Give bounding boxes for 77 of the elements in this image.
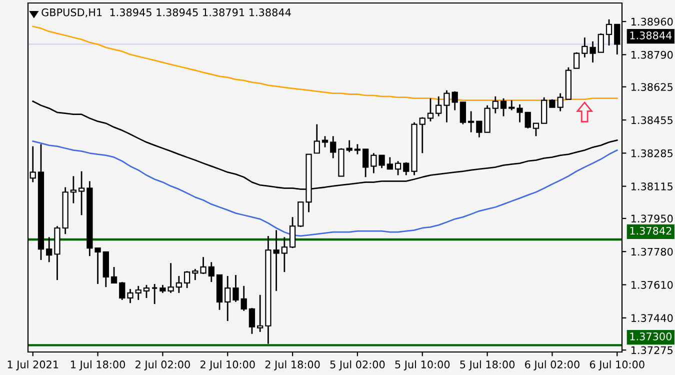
chart-title: GBPUSD,H1 1.38945 1.38945 1.38791 1.38844 <box>42 8 291 18</box>
x-tick-label: 1 Jul 18:00 <box>71 360 126 370</box>
y-tick-label: 1.37610 <box>631 280 673 289</box>
candlestick <box>516 104 523 124</box>
candlestick <box>524 112 531 130</box>
candlestick <box>362 148 369 178</box>
candlestick <box>419 116 426 154</box>
candlestick <box>289 216 296 249</box>
ref-line-label: 1.37842 <box>630 226 672 235</box>
candlestick <box>330 135 336 159</box>
candlestick <box>314 124 320 154</box>
candlestick <box>557 92 564 112</box>
y-tick-label: 1.38960 <box>631 18 673 26</box>
candlestick <box>298 201 304 228</box>
candlestick <box>573 52 580 70</box>
candlestick <box>606 18 612 46</box>
candlestick <box>452 90 458 111</box>
candlestick <box>403 162 410 176</box>
ref-line-label: 1.37300 <box>630 332 672 340</box>
candlestick <box>127 288 134 304</box>
candlestick <box>151 283 158 305</box>
y-tick-label: 1.37275 <box>631 346 672 354</box>
x-tick-label: 2 Jul 18:00 <box>265 360 320 370</box>
x-tick-label: 5 Jul 18:00 <box>460 360 515 370</box>
x-tick-label: 1 Jul 2021 <box>8 360 58 370</box>
candlestick <box>582 36 588 58</box>
x-tick-label: 5 Jul 02:00 <box>330 360 385 370</box>
candlestick <box>143 284 150 299</box>
candlestick <box>224 275 231 322</box>
candlestick <box>135 285 142 301</box>
x-tick-label: 2 Jul 02:00 <box>136 360 190 370</box>
y-tick-label: 1.38455 <box>631 116 672 124</box>
candlestick <box>460 102 466 125</box>
candlestick <box>598 32 604 54</box>
y-tick-label: 1.38115 <box>631 182 672 190</box>
x-tick-label: 2 Jul 10:00 <box>200 360 255 370</box>
candlestick <box>508 100 515 111</box>
candlestick <box>500 98 507 117</box>
candlestick <box>492 96 498 114</box>
candlestick <box>444 90 450 124</box>
y-tick-label: 1.38285 <box>631 149 672 158</box>
candlestick <box>184 270 190 289</box>
candlestick <box>78 170 85 216</box>
candlestick <box>322 135 328 148</box>
candlestick <box>70 175 77 204</box>
candlestick <box>94 247 101 285</box>
x-tick-label: 5 Jul 10:00 <box>395 360 450 370</box>
candlestick <box>46 236 52 263</box>
candlestick <box>427 98 434 122</box>
candlestick <box>240 285 247 312</box>
candlestick <box>257 294 264 333</box>
y-tick-label: 1.37440 <box>631 314 673 322</box>
candlestick <box>354 143 361 155</box>
candlestick <box>208 261 214 283</box>
candlestick <box>176 275 182 294</box>
candlestick <box>346 140 352 153</box>
ref-line-label: 1.38844 <box>630 31 672 40</box>
candlestick <box>436 96 442 117</box>
candlestick <box>110 266 118 284</box>
candlestick <box>468 110 474 133</box>
y-tick-label: 1.38625 <box>631 83 672 91</box>
candlestick <box>541 96 548 124</box>
candlestick <box>394 160 402 176</box>
candlestick <box>532 122 540 137</box>
candlestick <box>248 307 256 335</box>
candlestick <box>200 256 206 275</box>
y-tick-label: 1.37780 <box>631 248 673 256</box>
candlestick <box>386 156 393 170</box>
y-tick-label: 1.37950 <box>631 214 673 223</box>
x-tick-label: 6 Jul 02:00 <box>525 360 580 370</box>
candlestick <box>281 236 288 273</box>
x-tick-label: 6 Jul 10:00 <box>590 360 644 370</box>
candlestick <box>192 268 198 281</box>
candlestick <box>119 281 126 301</box>
candlestick <box>590 40 596 64</box>
y-tick-label: 1.38790 <box>631 50 673 59</box>
candlestick <box>232 274 239 303</box>
